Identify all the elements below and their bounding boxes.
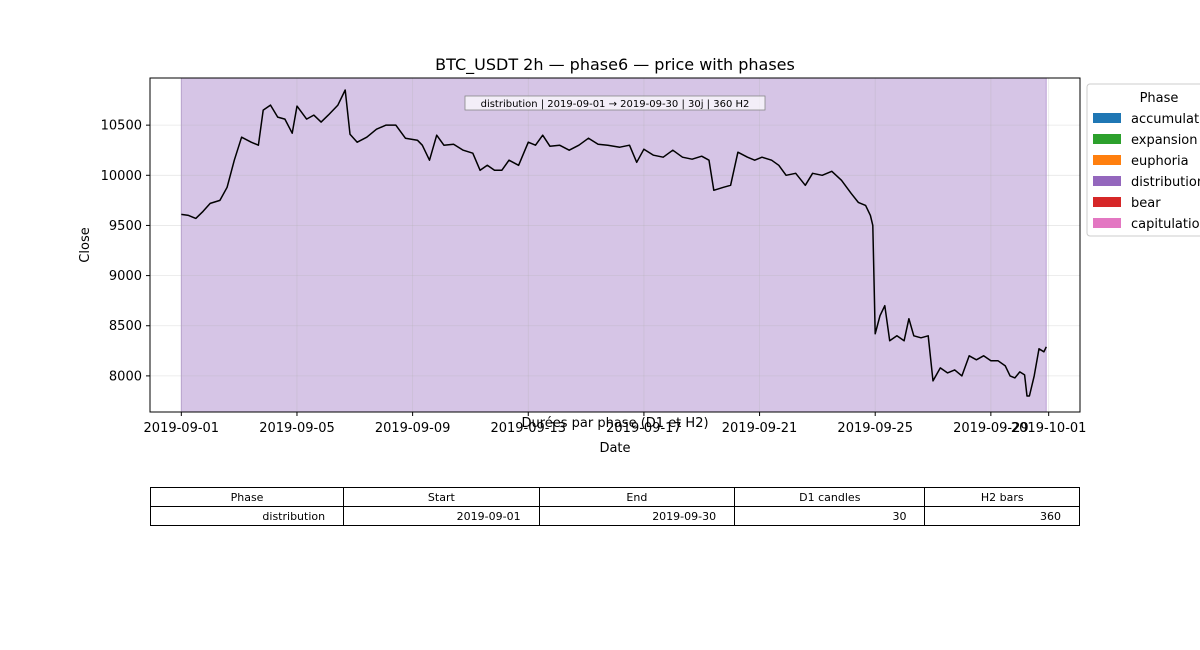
annotation-box [464,95,766,111]
axes-frame [149,77,1081,413]
x-tick-label: 2019-09-17 [606,421,682,436]
close-price-line [181,89,1047,397]
legend-swatch [1093,218,1121,228]
x-tick-label: 2019-09-01 [144,421,220,436]
x-tick-label: 2019-09-09 [375,421,451,436]
table-header-cell: D1 candles [734,487,926,507]
legend-item-label: accumulation [1131,112,1200,127]
legend-swatch [1093,113,1121,123]
y-tick-label: 9000 [109,269,142,284]
x-tick-label: 2019-09-21 [722,421,798,436]
x-tick-label: 2019-09-13 [490,421,566,436]
y-tick-label: 10500 [101,119,142,134]
legend-item-label: capitulation [1131,217,1200,232]
table-cell: 30 [734,506,926,526]
y-tick-label: 10000 [101,169,142,184]
phase-annotation: distribution | 2019-09-01 → 2019-09-30 |… [464,95,766,111]
table-cell: 2019-09-01 [343,506,540,526]
phase-duration-table: Phase Start End D1 candles H2 bars distr… [149,487,1080,526]
legend-item-label: bear [1131,196,1161,211]
legend-swatch [1093,197,1121,207]
table-header-row: Phase Start End D1 candles H2 bars [149,487,1080,507]
phase-shading [181,78,1047,412]
plot-area: distribution | 2019-09-01 → 2019-09-30 |… [101,77,1087,436]
legend-swatch [1093,176,1121,186]
table-cell: 2019-09-30 [538,506,736,526]
table-cell: distribution [149,506,345,526]
table-header-cell: Phase [149,487,345,507]
legend-swatch [1093,134,1121,144]
legend-item-label: expansion [1131,133,1198,148]
x-axis-label: Date [599,441,630,456]
table-row: distribution 2019-09-01 2019-09-30 30 36… [149,506,1080,526]
legend-item-label: distribution [1131,175,1200,190]
x-tick-label: 2019-09-25 [837,421,913,436]
legend-title: Phase [1140,91,1179,106]
table-header-cell: H2 bars [924,487,1080,507]
x-tick-label: 2019-10-01 [1011,421,1087,436]
legend-item-label: euphoria [1131,154,1189,169]
legend: Phase accumulation expansion euphoria distri… [1086,83,1200,237]
chart-title: BTC_USDT 2h — phase6 — price with phases [435,55,795,75]
x-tick-label: 2019-09-29 [953,421,1029,436]
y-tick-label: 8000 [109,369,142,384]
table-header-cell: Start [343,487,540,507]
legend-swatch [1093,155,1121,165]
y-tick-label: 9500 [109,219,142,234]
table-cell: 360 [924,506,1080,526]
y-axis-label: Close [78,227,93,262]
table-header-cell: End [538,487,736,507]
annotation-text: distribution | 2019-09-01 → 2019-09-30 |… [481,99,750,110]
table-title: Durées par phase (D1 et H2) [521,416,708,431]
x-tick-label: 2019-09-05 [259,421,335,436]
y-tick-label: 8500 [109,319,142,334]
